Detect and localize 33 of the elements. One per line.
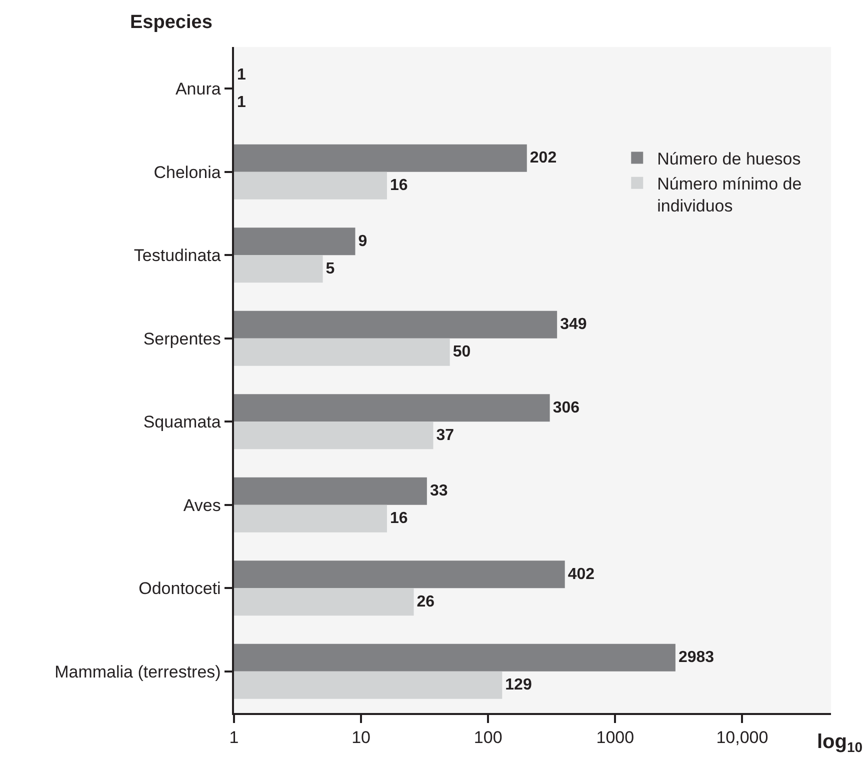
data-label: 9 [358, 232, 368, 250]
data-label: 349 [560, 316, 587, 334]
y-tick-label: Chelonia [154, 162, 222, 182]
y-axis-title: Especies [130, 12, 212, 33]
x-tick-label: 1000 [596, 728, 634, 748]
y-tick-label: Testudinata [134, 246, 222, 266]
data-label: 16 [390, 510, 408, 528]
data-label: 26 [416, 593, 435, 610]
y-tick-label: Mammalia (terrestres) [54, 662, 221, 682]
data-label: 1 [237, 66, 246, 84]
data-label: 5 [326, 260, 335, 278]
data-label: 33 [430, 482, 448, 500]
y-tick-label: Aves [183, 496, 221, 515]
y-tick-label: Anura [175, 80, 222, 99]
data-label: 306 [552, 399, 580, 416]
x-tick-label: 10 [352, 728, 371, 748]
data-label: 50 [452, 344, 471, 361]
y-tick-label: Serpentes [143, 329, 221, 348]
x-tick-label: 1 [229, 728, 239, 748]
data-label: 1 [237, 94, 246, 111]
legend-label: Número de huesos [657, 149, 801, 168]
data-label: 129 [505, 676, 532, 694]
data-label: 402 [568, 566, 595, 583]
data-label: 37 [436, 426, 454, 444]
data-label: 2983 [678, 649, 714, 666]
legend-label: Número mínimo de individuos [657, 174, 802, 216]
y-tick-label: Odontoceti [138, 579, 221, 598]
data-label: 16 [390, 177, 408, 194]
data-label: 202 [530, 150, 557, 167]
y-tick-label: Squamata [143, 412, 222, 432]
x-axis-title: log$_{10}$ [817, 731, 863, 756]
x-tick-label: 10,000 [716, 728, 768, 748]
x-tick-label: 100 [474, 728, 502, 748]
